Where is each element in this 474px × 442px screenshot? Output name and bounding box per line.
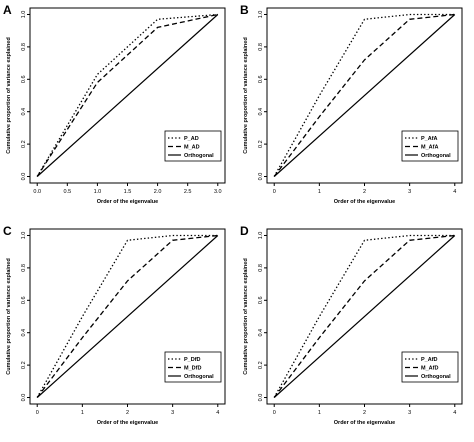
y-tick-label: 0.2	[258, 140, 264, 148]
x-axis-label: Order of the eigenvalue	[97, 199, 158, 205]
legend-entry: M_AD	[184, 145, 200, 151]
legend-entry: Orthogonal	[421, 374, 451, 380]
y-tick-label: 1.0	[21, 11, 27, 19]
x-tick-label: 2.5	[184, 189, 192, 195]
legend-entry: P_AfD	[421, 357, 438, 363]
legend: P_AfA M_AfA Orthogonal	[401, 130, 459, 162]
legend-box	[164, 351, 222, 383]
x-tick-label: 0.0	[33, 189, 41, 195]
y-tick-label: 0.8	[21, 43, 27, 51]
legend: P_DfD M_DfD Orthogonal	[164, 351, 222, 383]
x-tick-label: 2.0	[154, 189, 162, 195]
series-line-m_dfd	[36, 234, 218, 398]
x-tick-label: 1	[81, 410, 84, 416]
y-tick-label: 1.0	[258, 11, 264, 19]
y-tick-label: 0.0	[21, 394, 27, 402]
series-line-m_afd	[273, 234, 455, 398]
legend-entry: P_AfA	[421, 136, 438, 142]
chart-panel-d: D 0 1 2 3 4 0.0 0.2 0.4 0.6 0.8 1.0 Order of the eig…	[240, 224, 463, 426]
y-tick-label: 1.0	[21, 232, 27, 240]
legend-entry: Orthogonal	[184, 153, 214, 159]
legend-entry: Orthogonal	[421, 153, 451, 159]
chart-panel-b: B 0 1 2 3 4 0.0 0.2 0.4 0.6 0.8 1.0 Order of the eig…	[240, 3, 463, 205]
legend-entry: Orthogonal	[184, 374, 214, 380]
x-axis-label: Order of the eigenvalue	[334, 420, 395, 426]
y-tick-label: 0.4	[258, 329, 264, 337]
series-line-p_afd	[273, 234, 455, 398]
legend-box	[164, 130, 222, 162]
legend: P_AfD M_AfD Orthogonal	[401, 351, 459, 383]
series-line-m_afa	[273, 13, 455, 177]
x-tick-label: 3	[408, 189, 411, 195]
y-tick-label: 0.6	[21, 296, 27, 304]
panel-label: D	[240, 224, 249, 238]
legend-entry: P_AD	[184, 136, 199, 142]
y-tick-label: 0.4	[21, 108, 27, 116]
y-axis-label: Cumulative proportion of variance explai…	[243, 37, 249, 153]
x-tick-label: 0	[36, 410, 39, 416]
series-line-p_ad	[36, 13, 218, 177]
x-tick-label: 2	[126, 410, 129, 416]
x-tick-label: 2	[363, 189, 366, 195]
x-tick-label: 4	[453, 410, 456, 416]
series-line-orthogonal	[36, 235, 219, 398]
y-tick-label: 0.8	[258, 43, 264, 51]
y-tick-label: 0.0	[258, 173, 264, 181]
y-tick-label: 0.8	[21, 264, 27, 272]
y-axis-label: Cumulative proportion of variance explai…	[6, 37, 12, 153]
legend-entry: P_DfD	[184, 357, 201, 363]
series-line-m_ad	[36, 13, 218, 177]
x-tick-label: 0	[273, 189, 276, 195]
x-tick-label: 3.0	[214, 189, 222, 195]
series-line-orthogonal	[273, 235, 456, 398]
legend-box	[401, 351, 459, 383]
y-tick-label: 0.6	[258, 296, 264, 304]
panel-label: A	[3, 3, 12, 17]
y-axis-label: Cumulative proportion of variance explai…	[243, 258, 249, 374]
x-tick-label: 3	[171, 410, 174, 416]
x-tick-label: 4	[453, 189, 456, 195]
y-tick-label: 0.6	[21, 75, 27, 83]
x-tick-label: 1	[318, 410, 321, 416]
x-tick-label: 4	[216, 410, 219, 416]
series-line-orthogonal	[273, 14, 456, 177]
chart-panel-a: A 0.0 0.5 1.0 1.5 2.0 2.5 3.0 0.0 0.2 0.4 0.6 0.8 1.0…	[3, 3, 226, 205]
y-axis-label: Cumulative proportion of variance explai…	[6, 258, 12, 374]
x-tick-label: 3	[408, 410, 411, 416]
x-tick-label: 1.0	[94, 189, 102, 195]
series-line-p_afa	[273, 13, 455, 177]
chart-panel-c: C 0 1 2 3 4 0.0 0.2 0.4 0.6 0.8 1.0 Order of the eig…	[3, 224, 226, 426]
panel-label: B	[240, 3, 249, 17]
series-line-orthogonal	[36, 14, 219, 177]
x-axis-label: Order of the eigenvalue	[97, 420, 158, 426]
x-tick-label: 2	[363, 410, 366, 416]
y-tick-label: 0.8	[258, 264, 264, 272]
x-axis-label: Order of the eigenvalue	[334, 199, 395, 205]
legend-entry: M_AfD	[421, 366, 438, 372]
panel-label: C	[3, 224, 12, 238]
y-tick-label: 0.2	[21, 361, 27, 369]
y-tick-label: 0.4	[21, 329, 27, 337]
legend: P_AD M_AD Orthogonal	[164, 130, 222, 162]
y-tick-label: 0.2	[21, 140, 27, 148]
y-tick-label: 0.6	[258, 75, 264, 83]
x-tick-label: 1.5	[124, 189, 132, 195]
y-tick-label: 0.4	[258, 108, 264, 116]
x-tick-label: 0	[273, 410, 276, 416]
y-tick-label: 0.0	[258, 394, 264, 402]
y-tick-label: 1.0	[258, 232, 264, 240]
legend-entry: M_DfD	[184, 366, 201, 372]
y-tick-label: 0.2	[258, 361, 264, 369]
legend-entry: M_AfA	[421, 145, 438, 151]
x-tick-label: 1	[318, 189, 321, 195]
series-line-p_dfd	[36, 234, 218, 398]
y-tick-label: 0.0	[21, 173, 27, 181]
legend-box	[401, 130, 459, 162]
x-tick-label: 0.5	[63, 189, 71, 195]
